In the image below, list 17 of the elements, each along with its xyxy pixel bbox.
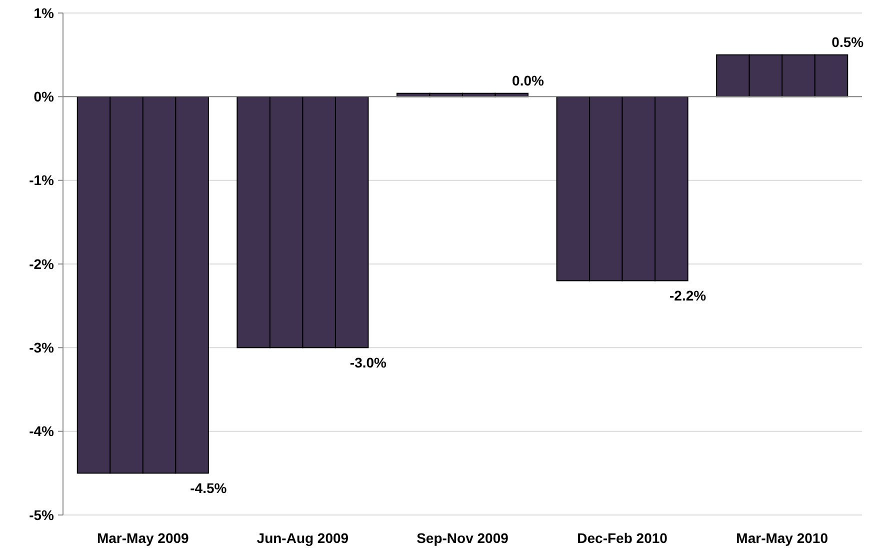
y-tick-label: -5% <box>29 506 55 523</box>
x-tick-label: Mar-May 2010 <box>736 530 828 546</box>
y-tick-label: -4% <box>29 423 55 440</box>
y-tick-label: -1% <box>29 172 55 188</box>
data-label: -4.5% <box>190 480 228 496</box>
x-tick-label: Mar-May 2009 <box>96 530 190 546</box>
x-tick-label: Dec-Feb 2010 <box>577 530 668 546</box>
y-tick-label: 1% <box>34 4 55 21</box>
data-label: 0.5% <box>832 34 864 50</box>
data-label: -3.0% <box>350 354 388 371</box>
data-label: 0.0% <box>512 72 545 88</box>
y-tick-label: -3% <box>29 340 55 356</box>
x-tick-label: Jun-Aug 2009 <box>256 530 349 546</box>
y-tick-label: 0% <box>34 88 55 105</box>
data-label: -2.2% <box>670 288 707 304</box>
y-tick-label: -2% <box>29 256 55 272</box>
x-tick-label: Sep-Nov 2009 <box>416 530 509 546</box>
